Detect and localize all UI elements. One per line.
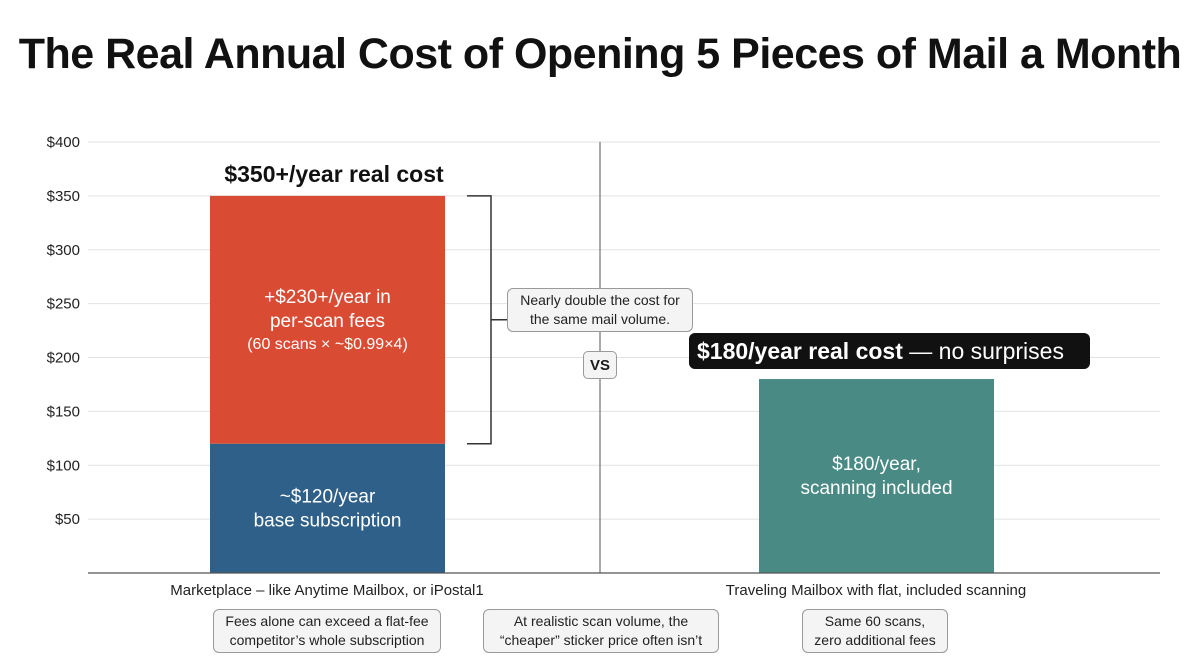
y-tick-label: $100 [47,457,80,474]
y-tick-label: $250 [47,296,80,313]
bracket-callout: Nearly double the cost for the same mail… [507,288,693,332]
category-label-2: Traveling Mailbox with flat, included sc… [726,582,1026,599]
chart-title: The Real Annual Cost of Opening 5 Pieces… [18,30,1182,78]
y-tick-label: $400 [47,134,80,151]
middle-note: At realistic scan volume, the “cheaper” … [483,609,719,653]
y-tick-label: $200 [47,350,80,367]
category-label-1: Marketplace – like Anytime Mailbox, or i… [170,582,483,599]
bar-label-1-2: +$230+/year in [264,287,391,308]
headline-right: $180/year real cost — no surprises [689,333,1090,369]
y-tick-label: $300 [47,242,80,259]
headline-right-rest: — no surprises [902,338,1064,364]
bar-label-2-1: $180/year, [832,454,921,475]
headline-left: $350+/year real cost [224,161,444,187]
right-note: Same 60 scans, zero additional fees [802,609,948,653]
y-tick-label: $150 [47,403,80,420]
y-tick-label: $350 [47,188,80,205]
headline-right-bold: $180/year real cost [697,338,903,364]
vs-badge: VS [583,351,617,379]
bar-label-1-2: per-scan fees [270,311,385,332]
bar-labels: ~$120/year base subscription +$230+/year i… [247,287,952,531]
bars [210,195,994,573]
bar-label-2-1: scanning included [800,478,952,499]
bar-label-1-1: base subscription [254,510,402,531]
bracket-line [467,195,509,445]
y-tick-label: $50 [55,511,80,528]
left-note: Fees alone can exceed a flat-fee competi… [213,609,441,653]
bar-label-1-1: ~$120/year [280,486,376,507]
bar-note-1-2: (60 scans × ~$0.99×4) [247,336,408,353]
bar-segment-1-1 [210,443,445,573]
bar-segment-2-1 [759,379,994,573]
bar-segment-1-2 [210,195,445,444]
y-axis-ticks: $50 $100 $150 $200 $250 $300 $350 $400 [47,134,80,528]
